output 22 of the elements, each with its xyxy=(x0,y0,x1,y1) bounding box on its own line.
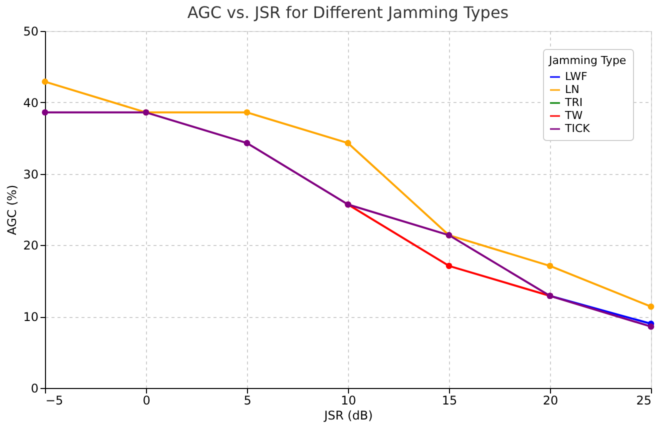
x-tick-label: 10 xyxy=(340,394,356,408)
y-tick-label: 20 xyxy=(23,238,38,253)
legend-label: TRI xyxy=(564,96,583,109)
chart-title: AGC vs. JSR for Different Jamming Types xyxy=(187,3,509,22)
x-tick-label: 25 xyxy=(636,394,652,408)
x-tick-label: 5 xyxy=(244,394,252,408)
x-axis-title: JSR (dB) xyxy=(323,408,373,422)
x-tick-label: −5 xyxy=(46,394,64,408)
legend-label: LN xyxy=(565,83,580,96)
y-tick-label: 30 xyxy=(23,167,38,182)
legend-title: Jamming Type xyxy=(548,54,626,67)
y-tick-label: 50 xyxy=(23,24,38,38)
y-tick-label: 10 xyxy=(23,310,38,324)
legend-label: TW xyxy=(564,109,583,122)
legend-label: TICK xyxy=(564,122,591,135)
x-tick-label: 20 xyxy=(542,394,558,408)
x-tick-label: 0 xyxy=(142,394,150,408)
y-tick-label: 0 xyxy=(30,382,38,396)
x-tick-label: 15 xyxy=(442,394,458,408)
y-axis-title: AGC (%) xyxy=(5,184,20,236)
legend-label: LWF xyxy=(565,70,588,83)
y-tick-label: 40 xyxy=(23,96,38,110)
